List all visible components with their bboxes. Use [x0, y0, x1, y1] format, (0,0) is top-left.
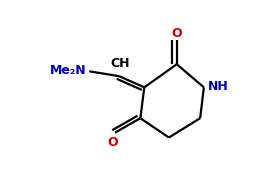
Text: O: O	[171, 27, 182, 40]
Text: O: O	[108, 136, 118, 149]
Text: Me₂N: Me₂N	[50, 64, 87, 77]
Text: CH: CH	[111, 57, 130, 70]
Text: NH: NH	[208, 80, 228, 93]
